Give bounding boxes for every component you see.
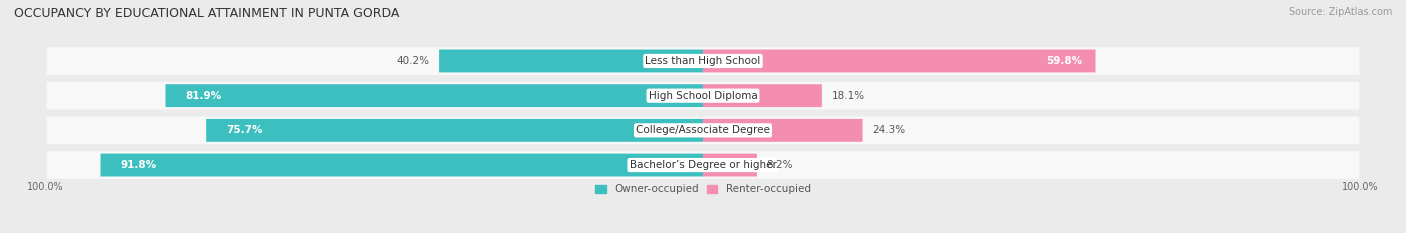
Text: College/Associate Degree: College/Associate Degree [636,125,770,135]
FancyBboxPatch shape [207,119,703,142]
Text: Bachelor’s Degree or higher: Bachelor’s Degree or higher [630,160,776,170]
Text: 8.2%: 8.2% [766,160,793,170]
Text: OCCUPANCY BY EDUCATIONAL ATTAINMENT IN PUNTA GORDA: OCCUPANCY BY EDUCATIONAL ATTAINMENT IN P… [14,7,399,20]
FancyBboxPatch shape [439,50,703,72]
FancyBboxPatch shape [46,82,1360,110]
Text: 18.1%: 18.1% [831,91,865,101]
Text: 91.8%: 91.8% [121,160,156,170]
Text: High School Diploma: High School Diploma [648,91,758,101]
FancyBboxPatch shape [703,119,862,142]
Text: 81.9%: 81.9% [186,91,221,101]
Text: 100.0%: 100.0% [27,182,63,192]
FancyBboxPatch shape [101,154,703,176]
FancyBboxPatch shape [46,151,1360,179]
Text: 40.2%: 40.2% [396,56,429,66]
Text: 59.8%: 59.8% [1046,56,1083,66]
FancyBboxPatch shape [703,154,756,176]
Text: 75.7%: 75.7% [226,125,263,135]
FancyBboxPatch shape [703,50,1095,72]
FancyBboxPatch shape [46,47,1360,75]
Text: 24.3%: 24.3% [872,125,905,135]
FancyBboxPatch shape [46,116,1360,144]
FancyBboxPatch shape [166,84,703,107]
FancyBboxPatch shape [703,84,823,107]
Legend: Owner-occupied, Renter-occupied: Owner-occupied, Renter-occupied [591,180,815,198]
Text: 100.0%: 100.0% [1343,182,1379,192]
Text: Source: ZipAtlas.com: Source: ZipAtlas.com [1288,7,1392,17]
Text: Less than High School: Less than High School [645,56,761,66]
